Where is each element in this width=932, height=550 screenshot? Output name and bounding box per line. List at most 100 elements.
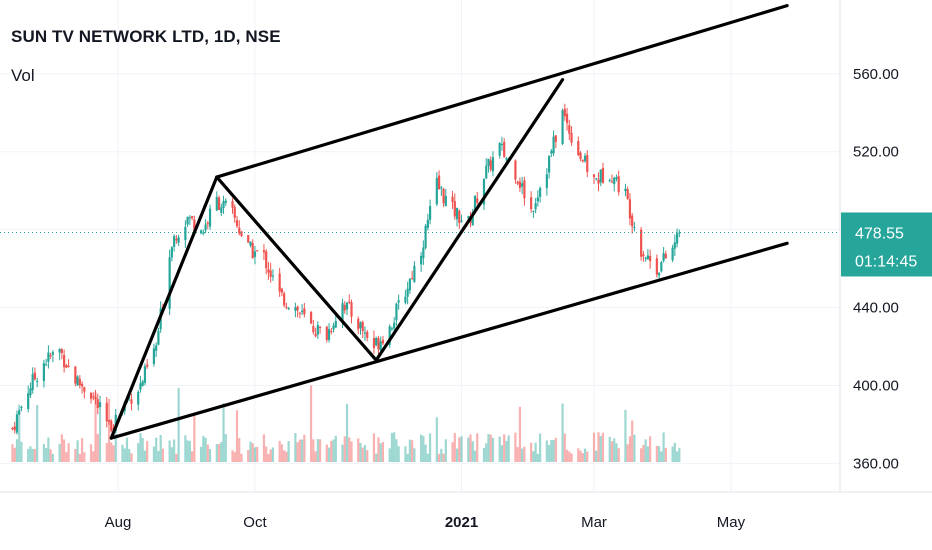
candle-body <box>411 278 414 280</box>
volume-bar <box>375 453 378 462</box>
candle-body <box>65 365 68 368</box>
volume-bar <box>332 439 335 462</box>
volume-bar <box>577 448 580 462</box>
time-tick-label: Mar <box>581 514 607 531</box>
volume-bar <box>67 443 70 462</box>
volume-bar <box>583 448 587 462</box>
candle-body <box>393 322 396 329</box>
volume-bar <box>660 451 663 462</box>
volume-bar <box>395 439 398 462</box>
candle-body <box>424 225 427 248</box>
trendlines[interactable] <box>109 4 789 440</box>
volume-bar <box>204 437 207 462</box>
price-tick-label: 440.00 <box>853 300 899 317</box>
candle-body <box>640 229 643 257</box>
trendline-channel-upper[interactable] <box>215 4 789 179</box>
candle-body <box>231 201 234 208</box>
last-price-label: 478.55 <box>855 225 904 242</box>
candle-body <box>78 378 81 386</box>
volume-bar <box>249 441 252 462</box>
candle-body <box>442 188 445 204</box>
candle-body <box>348 301 351 303</box>
candle-body <box>532 210 535 212</box>
volume-bar <box>440 448 443 462</box>
volume-bar <box>467 437 470 462</box>
symbol-title[interactable]: SUN TV NETWORK LTD, 1D, NSE <box>11 27 281 46</box>
volume-bar <box>381 442 385 462</box>
trendline-leg-3[interactable] <box>374 78 565 362</box>
candle-body <box>413 265 416 282</box>
volume-bar <box>298 439 301 462</box>
volume-bar <box>80 438 84 462</box>
candle-body <box>422 247 425 259</box>
volume-bar <box>568 451 571 462</box>
time-axis[interactable]: Aug Oct 2021 Mar May <box>105 514 746 531</box>
volume-bar <box>92 451 95 462</box>
volume-bar <box>190 451 194 462</box>
volume-bar <box>642 444 645 462</box>
volume-bar <box>177 388 180 462</box>
candle-body <box>60 349 63 354</box>
volume-bar <box>534 442 537 462</box>
volume-bar <box>18 404 21 462</box>
volume-bar <box>155 437 158 462</box>
trendline-leg-1[interactable] <box>109 175 219 440</box>
candle-body <box>83 387 86 392</box>
candle-body <box>357 318 360 330</box>
volume-bar <box>662 432 665 462</box>
trendline-channel-lower[interactable] <box>109 241 789 440</box>
candle-body <box>664 253 667 258</box>
candle-body <box>561 110 564 145</box>
volume-bar <box>161 448 165 462</box>
volume-bar <box>390 432 394 462</box>
volume-bar <box>76 440 79 462</box>
volume-bar <box>33 449 37 462</box>
volume-bar <box>372 433 376 462</box>
volume-bar <box>359 442 362 462</box>
volume-bar <box>146 441 149 462</box>
candle-body <box>642 254 645 257</box>
volume-bar <box>58 443 61 462</box>
volume-bar <box>94 392 97 462</box>
candle-body <box>482 178 486 205</box>
candle-body <box>583 155 587 162</box>
candle-body <box>45 364 48 366</box>
volume-indicator-label[interactable]: Vol <box>11 66 35 85</box>
candle-body <box>175 238 178 241</box>
candle-body <box>390 328 394 330</box>
candle-body <box>547 155 551 173</box>
volume-bar <box>303 434 306 462</box>
last-price-badge: 478.55 01:14:45 <box>841 212 932 277</box>
candle-body <box>137 391 140 405</box>
candle-body <box>206 222 209 225</box>
candle-body <box>565 113 569 123</box>
candle-body <box>428 206 432 220</box>
volume-bar <box>280 444 284 462</box>
trendline-leg-2[interactable] <box>215 175 378 362</box>
volume-bar <box>482 447 486 462</box>
candle-body <box>579 152 582 160</box>
volume-bar <box>253 447 257 462</box>
candle-body <box>262 250 266 253</box>
candle-body <box>554 135 557 142</box>
volume-bar <box>283 450 286 462</box>
candle-body <box>186 216 189 225</box>
candle-body <box>597 179 600 184</box>
volume-bar <box>238 438 241 462</box>
candle-body <box>608 179 611 181</box>
volume-bar <box>505 440 508 462</box>
candle-body <box>152 348 156 365</box>
volume-bar <box>601 432 605 462</box>
volume-bar <box>675 451 679 462</box>
candle-body <box>485 165 488 179</box>
candle-body <box>110 420 113 431</box>
time-tick-label: 2021 <box>445 514 478 531</box>
candle-body <box>671 247 674 261</box>
candle-body <box>613 177 616 185</box>
candle-body <box>170 247 173 258</box>
volume-bar <box>309 385 313 462</box>
volume-bar <box>63 439 66 462</box>
candle-body <box>13 426 16 431</box>
